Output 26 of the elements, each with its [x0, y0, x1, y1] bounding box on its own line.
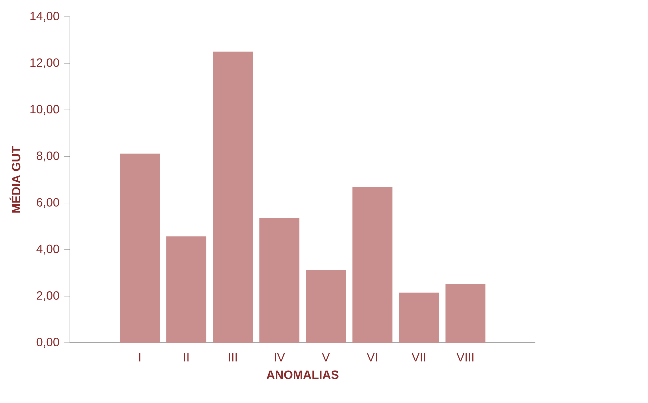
- bar: [166, 236, 207, 343]
- y-axis-title: MÉDIA GUT: [10, 146, 21, 213]
- x-axis-title: ANOMALIAS: [266, 370, 339, 380]
- y-tick-label: 4,00: [36, 244, 60, 255]
- bar: [260, 218, 300, 343]
- bar: [213, 52, 254, 343]
- x-tick-label: I: [139, 353, 141, 362]
- x-tick-label: VI: [367, 353, 378, 362]
- y-tick-label: 12,00: [30, 58, 60, 69]
- x-tick-label: II: [184, 353, 189, 362]
- y-tick-label: 6,00: [37, 198, 60, 208]
- y-tick-label: 10,00: [30, 105, 60, 116]
- y-tick-label: 0,00: [36, 338, 60, 348]
- x-tick-label: III: [229, 353, 237, 362]
- x-tick-label: V: [322, 353, 330, 362]
- x-tick-label: VII: [412, 353, 426, 362]
- bar: [399, 292, 440, 343]
- y-tick-label: 2,00: [37, 291, 60, 302]
- x-tick-label: VIII: [456, 353, 474, 362]
- bar: [120, 154, 160, 343]
- x-tick-label: IV: [275, 353, 286, 362]
- y-tick-label: 8,00: [36, 152, 60, 162]
- bar: [446, 284, 486, 343]
- y-tick-label: 14,00: [30, 12, 60, 22]
- bar: [306, 270, 346, 343]
- bar: [352, 186, 393, 343]
